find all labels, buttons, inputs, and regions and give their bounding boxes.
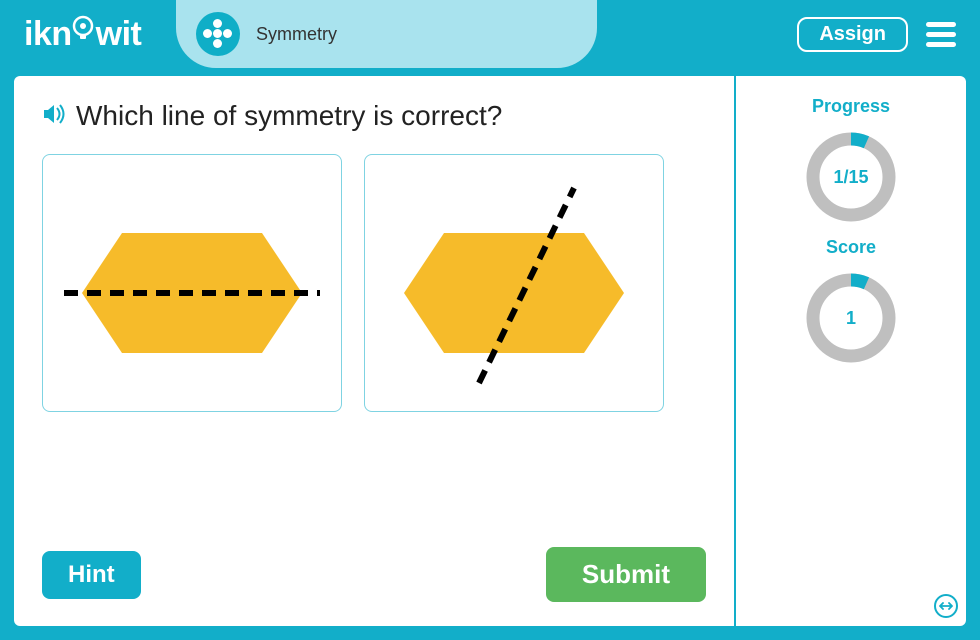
answer-options: [42, 154, 706, 412]
question-area: Which line of symmetry is correct?: [14, 76, 736, 626]
hint-button[interactable]: Hint: [42, 551, 141, 599]
option-b[interactable]: [364, 154, 664, 412]
topic-label: Symmetry: [256, 24, 337, 45]
score-ring: 1: [805, 272, 897, 364]
progress-label: Progress: [812, 96, 890, 117]
topic-badge-icon: [196, 12, 240, 56]
question-text: Which line of symmetry is correct?: [76, 100, 502, 132]
submit-button[interactable]: Submit: [546, 547, 706, 602]
action-footer: Hint Submit: [42, 547, 706, 602]
expand-icon[interactable]: [934, 594, 958, 618]
progress-value: 1/15: [805, 131, 897, 223]
question-row: Which line of symmetry is correct?: [42, 100, 706, 132]
score-label: Score: [826, 237, 876, 258]
option-b-figure: [374, 173, 654, 393]
stats-sidebar: Progress 1/15 Score 1: [736, 76, 966, 626]
content-panel: Which line of symmetry is correct?: [14, 76, 966, 626]
option-a[interactable]: [42, 154, 342, 412]
brand-text-i: ikn: [24, 15, 72, 54]
option-a-figure: [52, 173, 332, 393]
hamburger-menu-icon[interactable]: [926, 17, 956, 52]
topic-pill: Symmetry: [176, 0, 597, 68]
header-actions: Assign: [797, 17, 956, 52]
score-value: 1: [805, 272, 897, 364]
speaker-icon[interactable]: [42, 103, 66, 130]
progress-ring: 1/15: [805, 131, 897, 223]
brand-text-wit: wit: [96, 15, 142, 54]
assign-button[interactable]: Assign: [797, 17, 908, 52]
brand-logo[interactable]: iknwit: [24, 15, 141, 54]
app-frame: iknwit Symmetry Assign Wh: [0, 0, 980, 640]
header: iknwit Symmetry Assign: [0, 0, 980, 68]
lightbulb-icon: [72, 15, 94, 54]
